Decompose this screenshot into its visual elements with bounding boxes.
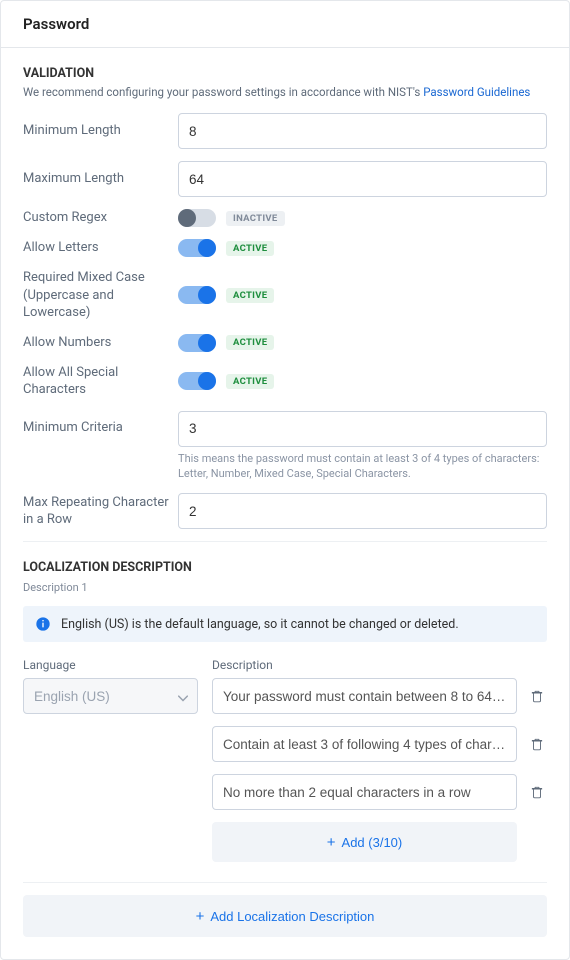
trash-icon bbox=[530, 737, 544, 751]
row-max-repeating: Max Repeating Character in a Row bbox=[23, 493, 547, 529]
badge-custom-regex: INACTIVE bbox=[226, 211, 285, 226]
localization-divider bbox=[23, 882, 547, 883]
row-allow-numbers: Allow Numbers ACTIVE bbox=[23, 334, 547, 352]
validation-title: VALIDATION bbox=[23, 66, 547, 81]
trash-icon bbox=[530, 689, 544, 703]
add-loc-label: Add Localization Description bbox=[210, 909, 374, 924]
info-icon bbox=[35, 616, 51, 632]
label-allow-letters: Allow Letters bbox=[23, 239, 178, 257]
input-max-repeating[interactable] bbox=[178, 493, 547, 529]
row-custom-regex: Custom Regex INACTIVE bbox=[23, 209, 547, 227]
row-allow-letters: Allow Letters ACTIVE bbox=[23, 239, 547, 257]
delete-line-2[interactable] bbox=[527, 734, 547, 754]
description-line-1 bbox=[212, 678, 547, 714]
toggle-allow-letters[interactable] bbox=[178, 239, 216, 257]
badge-allow-letters: ACTIVE bbox=[226, 241, 274, 256]
chevron-down-icon bbox=[178, 687, 188, 706]
help-min-criteria: This means the password must contain at … bbox=[178, 452, 547, 482]
label-max-repeating: Max Repeating Character in a Row bbox=[23, 494, 178, 529]
localization-section: LOCALIZATION DESCRIPTION Description 1 bbox=[1, 560, 569, 594]
info-text: English (US) is the default language, so… bbox=[61, 617, 459, 632]
row-max-length: Maximum Length bbox=[23, 161, 547, 197]
trash-icon bbox=[530, 785, 544, 799]
add-localization-description-button[interactable]: + Add Localization Description bbox=[23, 895, 547, 937]
password-guidelines-link[interactable]: Password Guidelines bbox=[423, 85, 530, 99]
add-line-label: Add (3/10) bbox=[342, 835, 403, 850]
row-mixed-case: Required Mixed Case (Uppercase and Lower… bbox=[23, 269, 547, 322]
row-min-criteria: Minimum Criteria This means the password… bbox=[23, 411, 547, 482]
default-language-info: English (US) is the default language, so… bbox=[23, 606, 547, 642]
badge-allow-numbers: ACTIVE bbox=[226, 335, 274, 350]
label-min-length: Minimum Length bbox=[23, 122, 178, 140]
toggle-mixed-case[interactable] bbox=[178, 286, 216, 304]
description-input-1[interactable] bbox=[212, 678, 517, 714]
section-divider bbox=[23, 541, 547, 542]
delete-line-3[interactable] bbox=[527, 782, 547, 802]
description-input-2[interactable] bbox=[212, 726, 517, 762]
label-mixed-case: Required Mixed Case (Uppercase and Lower… bbox=[23, 269, 178, 322]
toggle-allow-special[interactable] bbox=[178, 372, 216, 390]
description-line-3 bbox=[212, 774, 547, 810]
description-column-label: Description bbox=[212, 658, 547, 672]
label-max-length: Maximum Length bbox=[23, 170, 178, 188]
password-settings-card: Password VALIDATION We recommend configu… bbox=[0, 0, 570, 960]
validation-section: VALIDATION We recommend configuring your… bbox=[1, 66, 569, 529]
language-select[interactable] bbox=[23, 678, 198, 714]
badge-mixed-case: ACTIVE bbox=[226, 288, 274, 303]
row-min-length: Minimum Length bbox=[23, 113, 547, 149]
input-min-length[interactable] bbox=[178, 113, 547, 149]
description-number-label: Description 1 bbox=[23, 581, 547, 594]
label-allow-special: Allow All Special Characters bbox=[23, 364, 178, 399]
validation-subtitle: We recommend configuring your password s… bbox=[23, 85, 547, 99]
toggle-custom-regex[interactable] bbox=[178, 209, 216, 227]
input-min-criteria[interactable] bbox=[178, 411, 547, 447]
label-min-criteria: Minimum Criteria bbox=[23, 411, 178, 437]
delete-line-1[interactable] bbox=[527, 686, 547, 706]
plus-icon: + bbox=[196, 909, 205, 924]
localization-row: Language Description bbox=[23, 658, 547, 870]
description-input-3[interactable] bbox=[212, 774, 517, 810]
toggle-allow-numbers[interactable] bbox=[178, 334, 216, 352]
add-description-line-button[interactable]: + Add (3/10) bbox=[212, 822, 517, 862]
localization-title: LOCALIZATION DESCRIPTION bbox=[23, 560, 547, 575]
input-max-length[interactable] bbox=[178, 161, 547, 197]
badge-allow-special: ACTIVE bbox=[226, 374, 274, 389]
row-allow-special: Allow All Special Characters ACTIVE bbox=[23, 364, 547, 399]
card-header: Password bbox=[1, 1, 569, 48]
label-custom-regex: Custom Regex bbox=[23, 209, 178, 227]
subtitle-text: We recommend configuring your password s… bbox=[23, 85, 423, 99]
label-allow-numbers: Allow Numbers bbox=[23, 334, 178, 352]
description-line-2 bbox=[212, 726, 547, 762]
language-column-label: Language bbox=[23, 658, 198, 672]
plus-icon: + bbox=[327, 835, 336, 850]
